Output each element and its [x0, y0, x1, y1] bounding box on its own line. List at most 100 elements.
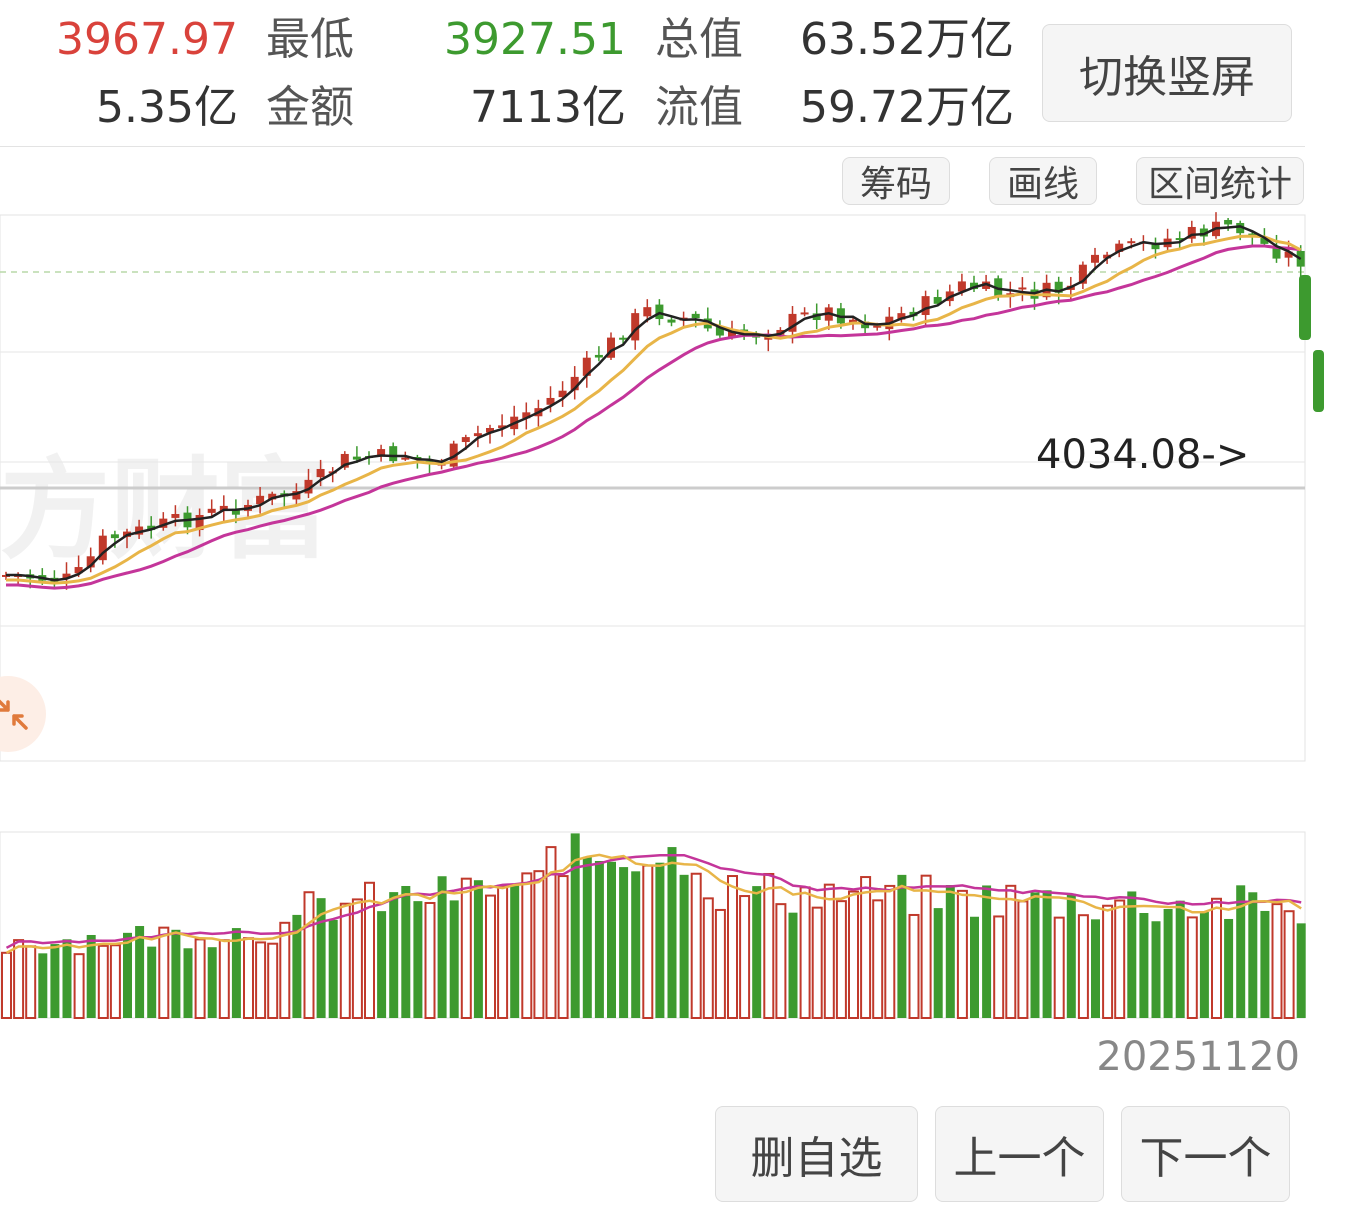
volume-bar: [679, 874, 689, 1018]
candle-body: [643, 307, 652, 317]
volume-bar: [123, 932, 132, 1018]
volume-bar: [437, 876, 447, 1018]
candle-body: [171, 514, 180, 518]
volume-bar: [956, 889, 968, 1019]
candle-body: [207, 508, 216, 513]
candle-body: [98, 535, 107, 561]
range-stats-button[interactable]: 区间统计: [1136, 157, 1304, 205]
volume-bar: [1053, 916, 1065, 1019]
volume-bar: [1017, 900, 1029, 1019]
volume-bar: [533, 870, 545, 1020]
delete-favorite-button[interactable]: 删自选: [715, 1106, 918, 1202]
volume-bar: [642, 864, 654, 1020]
volume-bar: [377, 911, 387, 1018]
volume-bar: [1260, 910, 1270, 1018]
draw-line-button[interactable]: 画线: [989, 157, 1097, 205]
amount-label: 金额: [266, 82, 354, 133]
volume-bar: [38, 953, 48, 1018]
candle-body: [970, 282, 978, 290]
header-divider: [0, 146, 1305, 147]
candle-body: [219, 505, 228, 511]
volume-bar: [811, 906, 823, 1019]
candle-body: [1091, 254, 1099, 263]
drop-candle: [1313, 350, 1324, 412]
last-date-label: 20251120: [1096, 1034, 1300, 1080]
volume-bar: [449, 900, 459, 1018]
candle-body: [159, 518, 168, 528]
volume-bar: [497, 884, 509, 1020]
volume-bar: [413, 901, 423, 1018]
candle-body: [461, 437, 470, 443]
volume-bar: [1077, 914, 1089, 1019]
candle-body: [619, 337, 628, 340]
volume-bar: [945, 885, 955, 1018]
volume-bar: [364, 881, 375, 1019]
candle-body: [570, 376, 579, 391]
volume-moving-averages: [5, 853, 1302, 954]
candle-body: [788, 313, 797, 332]
volume-bar: [243, 937, 254, 1019]
volume-bar: [1211, 897, 1222, 1019]
candle-body: [607, 337, 615, 358]
candle-body: [594, 354, 603, 358]
candle-body: [631, 313, 640, 341]
volume-chart[interactable]: [0, 828, 1330, 1028]
candle-body: [1284, 251, 1293, 258]
volume-bar: [316, 898, 326, 1018]
candle-body: [800, 312, 809, 315]
volume-bar: [1151, 921, 1161, 1018]
volume-bar: [727, 875, 738, 1019]
volume-bar: [702, 897, 714, 1019]
volume-bar: [147, 946, 157, 1018]
volume-bar: [351, 898, 363, 1019]
volume-bar: [1199, 911, 1209, 1018]
volume-bar: [473, 880, 483, 1018]
candle-body: [231, 508, 240, 515]
candle-body: [1224, 219, 1233, 225]
candle-body: [776, 329, 785, 335]
volume-bar: [788, 912, 798, 1018]
volume-bar: [339, 902, 351, 1019]
ma10-line: [6, 234, 1302, 585]
volume-bar: [594, 860, 604, 1018]
volume-value: 5.35亿: [96, 82, 238, 133]
volume-bar: [328, 919, 338, 1018]
volume-bar: [1, 951, 12, 1019]
candle-body: [1199, 228, 1208, 237]
candle-body: [715, 326, 724, 336]
low-label: 最低: [266, 14, 354, 65]
volume-bar: [1163, 908, 1173, 1018]
previous-button[interactable]: 上一个: [935, 1106, 1104, 1202]
amount-value: 7113亿: [470, 82, 626, 133]
candle-body: [352, 456, 361, 460]
kline-grid: [0, 214, 1306, 762]
next-button[interactable]: 下一个: [1121, 1106, 1290, 1202]
volume-bar: [557, 875, 569, 1019]
candle-body: [86, 556, 95, 568]
candle-body: [1115, 243, 1124, 252]
volume-bar: [135, 926, 145, 1018]
candle-body: [1054, 281, 1063, 293]
kline-chart[interactable]: 4034.08->: [0, 210, 1330, 770]
candle-body: [1018, 287, 1027, 290]
candle-body: [1187, 226, 1196, 239]
candle-body: [401, 457, 410, 460]
chips-button[interactable]: 筹码: [842, 157, 950, 205]
switch-portrait-button[interactable]: 切换竖屏: [1042, 24, 1292, 122]
volume-bar: [570, 833, 580, 1018]
candle-body: [340, 453, 349, 468]
volume-bar: [982, 885, 992, 1018]
volume-bar: [545, 846, 557, 1019]
candle-body: [957, 281, 966, 292]
volume-bar: [835, 900, 847, 1019]
candle-body: [135, 526, 144, 535]
volume-bar: [860, 876, 872, 1019]
candle-body: [1151, 243, 1160, 250]
volume-bar: [1114, 899, 1126, 1019]
volume-bar: [1127, 891, 1137, 1018]
candle-body: [994, 278, 1003, 296]
candle-body: [933, 297, 942, 304]
candle-body: [377, 449, 386, 457]
candle-body: [74, 567, 83, 574]
volume-bar: [619, 867, 629, 1018]
